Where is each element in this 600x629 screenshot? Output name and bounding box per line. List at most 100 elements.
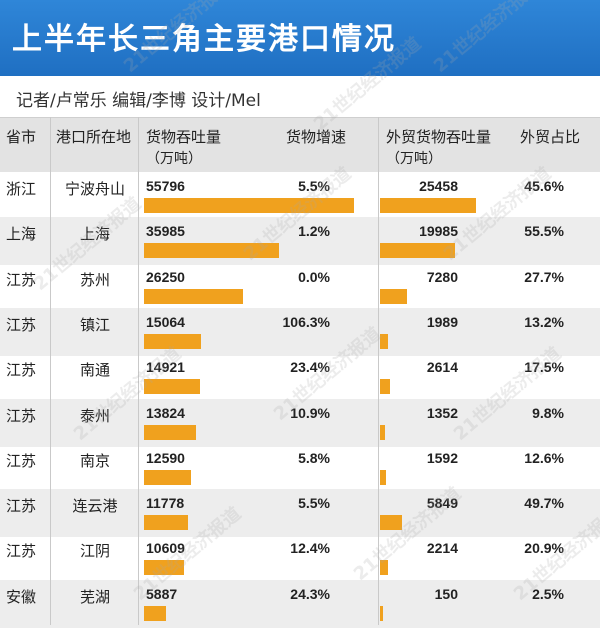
share-value: 13.2%: [524, 313, 564, 330]
province-cell: 江苏: [6, 451, 37, 470]
share-value: 2.5%: [532, 585, 564, 602]
foreign-value: 1989: [426, 313, 458, 330]
throughput-bar: [144, 424, 197, 440]
foreign-value: 150: [434, 585, 458, 602]
header-share: 外贸占比: [520, 128, 581, 146]
growth-value: 24.3%: [290, 585, 330, 602]
foreign-bar: [380, 243, 456, 259]
foreign-bar: [380, 605, 383, 621]
table-row: 安徽 芜湖 5887 24.3% 150 2.5%: [0, 579, 600, 628]
growth-value: 106.3%: [282, 313, 330, 330]
share-value: 49.7%: [524, 495, 564, 512]
growth-value: 10.9%: [290, 404, 330, 421]
province-cell: 江苏: [6, 270, 37, 289]
foreign-bar: [380, 379, 390, 395]
province-cell: 江苏: [6, 361, 37, 380]
credit-line: 记者/卢常乐 编辑/李博 设计/Mel: [16, 91, 261, 111]
header-port: 港口所在地: [56, 128, 132, 146]
header-foreign: 外贸货物吞吐量: [386, 128, 492, 146]
throughput-value: 11778: [146, 495, 185, 512]
throughput-value: 55796: [146, 178, 185, 194]
column-divider: [378, 117, 379, 625]
throughput-bar: [144, 333, 201, 349]
table-row: 江苏 南通 14921 23.4% 2614 17.5%: [0, 353, 600, 401]
throughput-bar: [144, 605, 167, 621]
header-province: 省市: [6, 128, 37, 146]
throughput-value: 13824: [146, 404, 185, 421]
growth-value: 12.4%: [290, 540, 330, 557]
table-row: 浙江 宁波舟山 55796 5.5% 25458 45.6%: [0, 172, 600, 220]
title-bar: 上半年长三角主要港口情况: [0, 0, 600, 76]
throughput-value: 14921: [146, 359, 185, 376]
port-cell: 泰州: [79, 406, 110, 425]
foreign-bar: [380, 515, 403, 531]
foreign-value: 5849: [426, 495, 458, 512]
port-cell: 宁波舟山: [64, 180, 125, 198]
foreign-bar: [380, 198, 476, 213]
growth-value: 23.4%: [290, 359, 330, 376]
foreign-value: 2614: [426, 359, 458, 376]
table-row: 江苏 泰州 13824 10.9% 1352 9.8%: [0, 398, 600, 447]
table-row: 江苏 连云港 11778 5.5% 5849 49.7%: [0, 489, 600, 538]
growth-value: 5.5%: [298, 178, 330, 194]
table-row: 江苏 苏州 26250 0.0% 7280 27.7%: [0, 263, 600, 311]
share-value: 27.7%: [524, 268, 564, 285]
throughput-bar: [144, 469, 192, 485]
header-growth: 货物增速: [286, 128, 347, 146]
share-value: 55.5%: [524, 223, 564, 240]
foreign-bar: [380, 288, 408, 304]
growth-value: 5.8%: [298, 449, 330, 466]
foreign-value: 1352: [426, 404, 458, 421]
port-cell: 镇江: [79, 315, 110, 334]
table-row: 江苏 镇江 15064 106.3% 1989 13.2%: [0, 307, 600, 356]
table-row: 上海 上海 35985 1.2% 19985 55.5%: [0, 217, 600, 266]
share-value: 17.5%: [524, 359, 564, 376]
table-row: 江苏 南京 12590 5.8% 1592 12.6%: [0, 444, 600, 492]
throughput-bar: [144, 379, 201, 395]
throughput-bar: [144, 198, 354, 213]
table-header: 省市 港口所在地 货物吞吐量 （万吨） 货物增速 外贸货物吞吐量 （万吨） 外贸…: [0, 117, 600, 172]
header-throughput: 货物吞吐量: [146, 128, 222, 146]
column-divider: [138, 117, 139, 625]
foreign-value: 25458: [419, 178, 458, 194]
growth-value: 1.2%: [298, 223, 330, 240]
header-foreign-unit: （万吨）: [386, 151, 442, 167]
page-title: 上半年长三角主要港口情况: [12, 22, 396, 57]
throughput-bar: [144, 288, 243, 304]
port-cell: 芜湖: [79, 587, 110, 606]
province-cell: 上海: [6, 225, 37, 244]
throughput-bar: [144, 560, 184, 576]
throughput-bar: [144, 243, 280, 259]
port-cell: 南京: [79, 451, 110, 470]
province-cell: 江苏: [6, 315, 37, 334]
foreign-bar: [380, 560, 389, 576]
province-cell: 浙江: [6, 180, 37, 198]
header-throughput-unit: （万吨）: [146, 151, 202, 167]
province-cell: 江苏: [6, 497, 37, 516]
province-cell: 安徽: [6, 587, 37, 606]
province-cell: 江苏: [6, 542, 37, 561]
throughput-value: 12590: [146, 449, 185, 466]
foreign-value: 2214: [426, 540, 458, 557]
throughput-value: 15064: [146, 313, 185, 330]
throughput-value: 35985: [146, 223, 185, 240]
growth-value: 0.0%: [298, 268, 330, 285]
port-cell: 连云港: [72, 497, 118, 516]
foreign-value: 7280: [426, 268, 458, 285]
throughput-value: 5887: [146, 585, 178, 602]
port-cell: 南通: [79, 361, 110, 380]
share-value: 9.8%: [532, 404, 564, 421]
throughput-bar: [144, 515, 189, 531]
port-cell: 苏州: [79, 270, 110, 289]
column-divider: [50, 117, 51, 625]
foreign-value: 19985: [419, 223, 458, 240]
share-value: 45.6%: [524, 178, 564, 194]
throughput-value: 26250: [146, 268, 185, 285]
province-cell: 江苏: [6, 406, 37, 425]
port-cell: 上海: [79, 225, 110, 244]
share-value: 12.6%: [524, 449, 564, 466]
foreign-bar: [380, 469, 386, 485]
growth-value: 5.5%: [298, 495, 330, 512]
port-cell: 江阴: [79, 542, 110, 561]
foreign-bar: [380, 424, 386, 440]
